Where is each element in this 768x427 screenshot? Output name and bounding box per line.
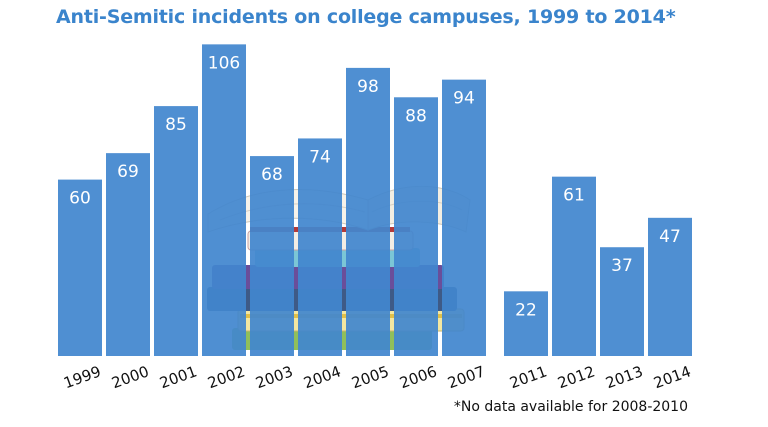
bar-2014 [648,217,692,356]
bar-2001 [154,106,198,356]
x-tick-2005: 2005 [349,362,391,392]
x-tick-2013: 2013 [603,362,645,392]
bar-2004 [298,138,342,356]
x-tick-2007: 2007 [445,362,487,392]
value-label-2000: 69 [117,162,139,182]
bar-2002 [202,44,246,357]
x-tick-2001: 2001 [157,362,199,392]
x-tick-1999: 1999 [61,362,103,392]
value-label-2004: 74 [309,147,331,167]
x-tick-2014: 2014 [651,362,693,392]
value-label-2001: 85 [165,115,187,135]
bar-2007 [442,79,486,356]
footnote: *No data available for 2008-2010 [453,399,688,415]
value-label-2014: 47 [659,227,681,247]
bar-2000 [106,153,150,356]
value-label-2013: 37 [611,256,633,276]
bar-2005 [346,67,390,356]
bar-2006 [394,97,438,356]
chart-title: Anti-Semitic incidents on college campus… [56,6,676,28]
value-label-2003: 68 [261,165,283,185]
bar-2013 [600,247,644,356]
value-label-2006: 88 [405,106,427,126]
value-label-2012: 61 [563,186,585,206]
bar-2003 [250,156,294,356]
x-tick-2004: 2004 [301,362,343,392]
value-label-2011: 22 [515,300,537,320]
bar-1999 [58,179,102,356]
x-tick-2011: 2011 [507,362,549,392]
bar-2012 [552,176,596,356]
value-label-2007: 94 [453,89,475,109]
bar-2011 [504,291,548,356]
value-labels-group: 60 69 85 106 68 74 98 88 94 22 61 37 47 [69,53,681,320]
x-tick-2003: 2003 [253,362,295,392]
x-tick-2006: 2006 [397,362,439,392]
x-tick-2012: 2012 [555,362,597,392]
value-label-1999: 60 [69,189,91,209]
value-label-2005: 98 [357,77,379,97]
x-tick-2000: 2000 [109,362,151,392]
value-label-2002: 106 [208,53,240,73]
x-tick-2002: 2002 [205,362,247,392]
x-tick-labels-group: 1999 2000 2001 2002 2003 2004 2005 2006 2007 2011… [61,362,693,392]
bars-group [58,44,692,357]
